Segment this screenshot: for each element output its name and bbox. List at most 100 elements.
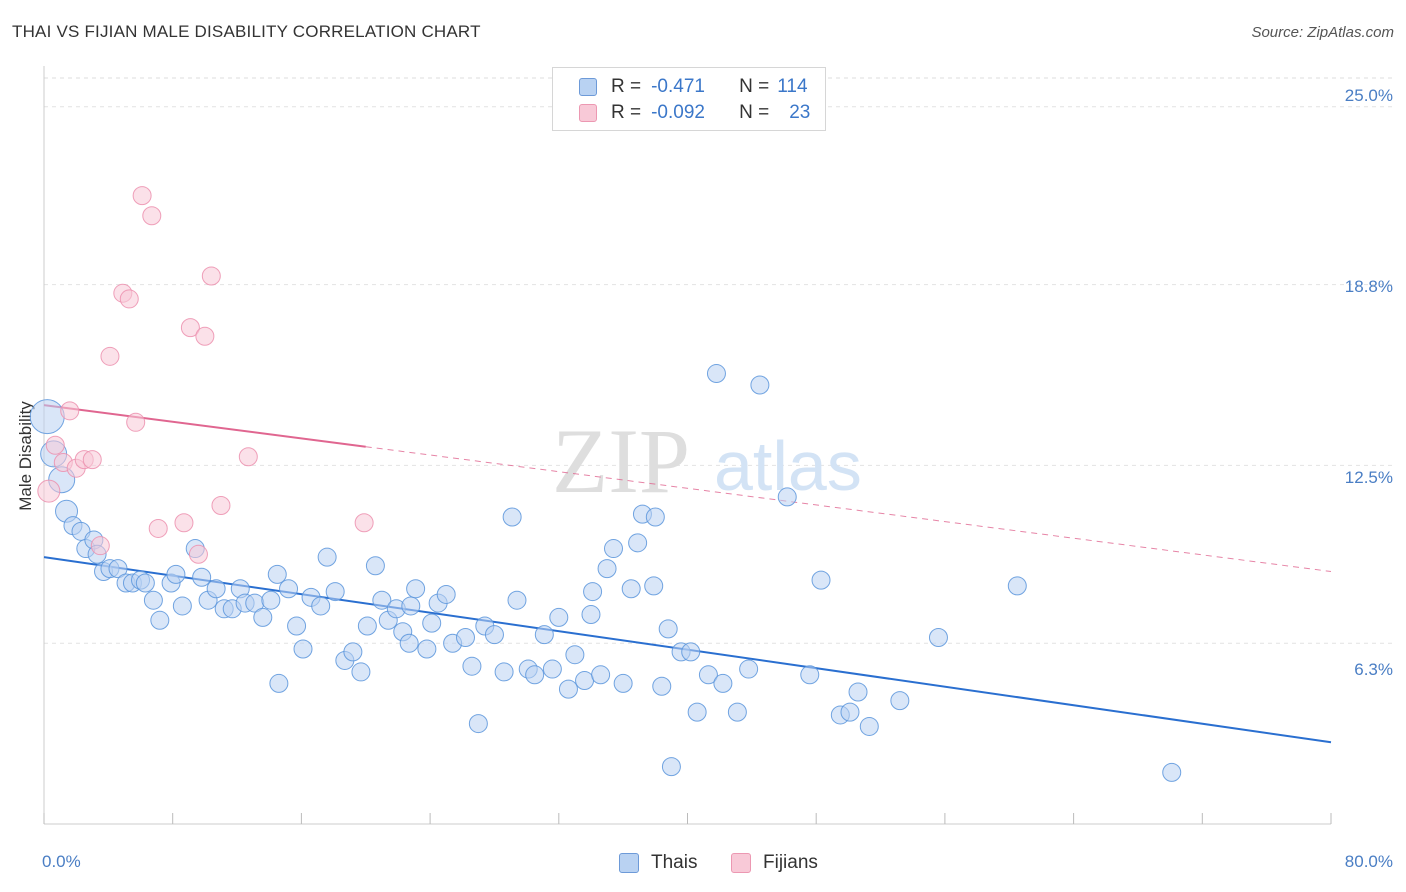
grid-layer — [44, 77, 1394, 644]
thais-data-point — [468, 714, 488, 734]
bottom-legend: Thais Fijians — [0, 852, 1406, 878]
fijians-data-point — [119, 289, 139, 309]
thais-data-point — [848, 682, 868, 702]
thais-data-point — [311, 596, 331, 616]
thais-data-point — [494, 662, 514, 682]
thais-data-point — [581, 605, 601, 625]
points-layer — [29, 186, 1182, 782]
r-label: R = — [611, 102, 642, 123]
thais-data-point — [484, 625, 504, 645]
thais-data-point — [890, 691, 910, 711]
fijians-data-point — [37, 479, 61, 503]
legend-item-thais[interactable]: Thais — [619, 852, 697, 874]
thais-data-point — [1007, 576, 1027, 596]
fijians-data-point — [90, 536, 110, 556]
thais-data-point — [534, 625, 554, 645]
thais-data-point — [172, 596, 192, 616]
thais-data-point — [613, 673, 633, 693]
thais-data-point — [652, 676, 672, 696]
thais-data-point — [365, 556, 385, 576]
y-tick-label: 12.5% — [1344, 468, 1393, 487]
y-tick-label: 18.8% — [1344, 277, 1393, 296]
thais-data-point — [713, 673, 733, 693]
thais-data-point — [928, 628, 948, 647]
fijians-data-point — [148, 518, 168, 538]
fijians-data-point — [132, 186, 152, 206]
thais-data-point — [542, 659, 562, 679]
legend-label-thais: Thais — [651, 852, 698, 873]
r-value: -0.471 — [651, 76, 705, 97]
thais-data-point — [591, 665, 611, 685]
thais-data-point — [687, 702, 707, 722]
thais-data-point — [343, 642, 363, 662]
thais-data-point — [267, 564, 287, 584]
thais-data-point — [644, 576, 664, 596]
thais-data-point — [549, 607, 569, 627]
thais-data-point — [565, 645, 585, 665]
thais-data-point — [583, 582, 603, 602]
chart-source: Source: ZipAtlas.com — [1251, 24, 1394, 41]
y-tick-label: 25.0% — [1344, 86, 1393, 105]
thais-legend-icon — [619, 853, 639, 873]
thais-data-point — [698, 665, 718, 685]
thais-data-point — [628, 533, 648, 553]
stats-row-thais: R = -0.471 N = 114 — [553, 74, 808, 100]
thais-data-point — [739, 659, 759, 679]
thais-data-point — [750, 375, 770, 395]
fijians-data-point — [211, 496, 231, 516]
thais-data-point — [135, 573, 155, 593]
thais-data-point — [317, 547, 337, 567]
thais-data-point — [645, 507, 665, 527]
fijians-data-point — [354, 513, 374, 533]
thais-data-point — [661, 757, 681, 777]
thais-data-point — [325, 582, 345, 602]
thais-data-point — [706, 364, 726, 384]
thais-data-point — [436, 584, 456, 604]
fijians-data-point — [188, 544, 208, 564]
thais-data-point — [372, 590, 392, 610]
fijians-data-point — [142, 206, 162, 226]
thais-data-point — [108, 559, 128, 579]
thais-data-point — [399, 633, 419, 653]
fijians-data-point — [100, 346, 120, 366]
n-label: N = — [739, 76, 770, 97]
thais-data-point — [206, 579, 226, 599]
y-tick-label: 6.3% — [1354, 660, 1393, 679]
thais-data-point — [558, 679, 578, 699]
thais-swatch-icon — [579, 78, 597, 96]
fijians-swatch-icon — [579, 104, 597, 122]
fijians-data-point — [201, 266, 221, 286]
thais-data-point — [800, 665, 820, 685]
thais-data-point — [401, 596, 421, 616]
thais-data-point — [29, 399, 65, 435]
thais-data-point — [166, 564, 186, 584]
thais-data-point — [417, 639, 437, 659]
thais-data-point — [455, 628, 475, 647]
thais-data-point — [406, 579, 426, 599]
stats-legend: R = -0.471 N = 114 R = -0.092 N = 23 — [552, 67, 826, 131]
legend-item-fijians[interactable]: Fijians — [731, 852, 818, 874]
thais-data-point — [840, 702, 860, 722]
thais-data-point — [279, 579, 299, 599]
x-min-label: 0.0% — [42, 852, 81, 871]
fijians-data-point — [238, 447, 258, 467]
thais-data-point — [658, 619, 678, 639]
thais-data-point — [192, 567, 212, 587]
thais-data-point — [525, 665, 545, 685]
thais-data-point — [269, 673, 289, 693]
thais-data-point — [261, 590, 281, 610]
thais-data-point — [1162, 762, 1182, 782]
r-label: R = — [611, 76, 642, 97]
thais-data-point — [253, 607, 273, 627]
stats-row-fijians: R = -0.092 N = 23 — [553, 100, 810, 126]
thais-data-point — [143, 590, 163, 610]
thais-data-point — [150, 610, 170, 630]
fijians-data-point — [126, 412, 146, 432]
fijians-data-point — [82, 450, 102, 470]
fijians-data-point — [60, 401, 80, 421]
thais-data-point — [357, 616, 377, 636]
thais-data-point — [502, 507, 522, 527]
x-max-label: 80.0% — [1344, 852, 1393, 871]
chart-title: THAI VS FIJIAN MALE DISABILITY CORRELATI… — [12, 22, 481, 41]
thais-data-point — [621, 579, 641, 599]
